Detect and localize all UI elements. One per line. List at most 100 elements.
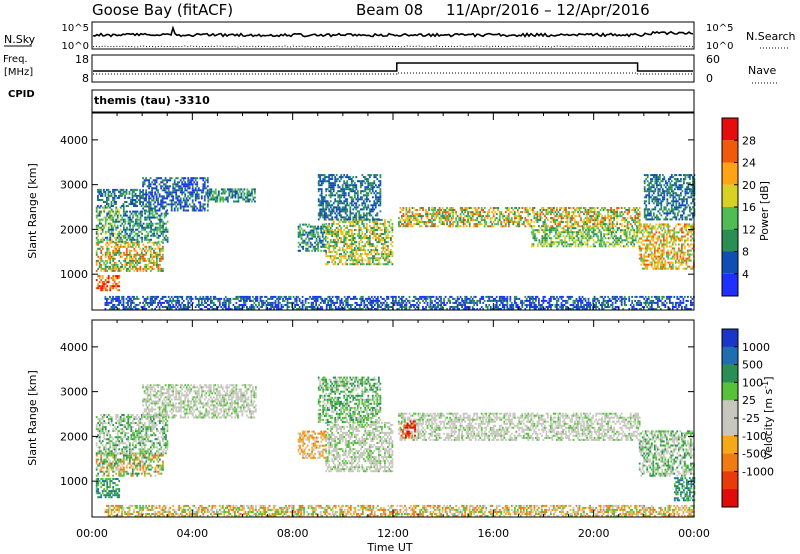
heatmap-cell [161,197,164,200]
heatmap-cell [160,181,162,184]
heatmap-cell [495,223,498,226]
heatmap-cell [615,231,617,234]
heatmap-cell [547,219,549,222]
heatmap-cell [628,241,631,244]
heatmap-cell [662,225,665,228]
heatmap-cell [368,241,371,244]
heatmap-cell [665,267,668,270]
heatmap-cell [184,183,187,186]
heatmap-cell [131,194,134,197]
heatmap-cell [359,247,362,250]
heatmap-cell [165,226,167,229]
heatmap-cell [311,229,313,232]
heatmap-cell [147,232,149,235]
heatmap-cell [581,225,584,228]
heatmap-cell [640,225,643,228]
heatmap-cell [145,218,148,221]
heatmap-cell [151,209,153,212]
heatmap-cell [95,224,98,227]
heatmap-cell [137,267,140,270]
heatmap-cell [109,228,112,231]
heatmap-cell [349,255,352,258]
heatmap-cell [676,178,679,181]
heatmap-cell [435,213,438,216]
heatmap-cell [185,185,188,188]
heatmap-cell [154,253,157,256]
heatmap-cell [431,207,433,209]
heatmap-cell [248,190,250,193]
heatmap-cell [564,241,566,244]
heatmap-cell [332,194,335,197]
heatmap-cell [320,214,323,217]
heatmap-cell [127,261,130,264]
heatmap-cell [681,245,683,248]
heatmap-cell [570,229,572,232]
heatmap-cell [139,216,142,219]
heatmap-cell [346,233,349,235]
heatmap-cell [425,215,427,218]
heatmap-cell [547,235,550,238]
heatmap-cell [428,219,430,222]
heatmap-cell [95,287,98,290]
heatmap-cell [137,257,140,260]
heatmap-cell [334,216,337,219]
heatmap-cell [504,217,507,220]
heatmap-cell [637,225,640,228]
heatmap-cell [462,217,465,220]
heatmap-cell [588,235,590,238]
heatmap-cell [422,207,424,209]
heatmap-cell [331,178,334,181]
heatmap-cell [148,247,151,250]
heatmap-cell [544,225,546,228]
heatmap-cell [446,223,448,226]
heatmap-cell [153,255,155,258]
heatmap-cell [156,228,158,231]
heatmap-cell [217,190,220,193]
heatmap-cell [384,247,386,250]
heatmap-cell [630,243,633,246]
heatmap-cell [159,251,161,254]
heatmap-cell [341,176,344,179]
heatmap-cell [657,200,660,203]
heatmap-cell [675,178,678,181]
heatmap-cell [681,243,683,246]
heatmap-cell [181,191,184,194]
heatmap-cell [131,243,134,246]
heatmap-cell [170,195,173,198]
heatmap-cell [667,249,670,252]
heatmap-cell [328,182,331,185]
heatmap-cell [246,190,249,193]
heatmap-cell [151,267,154,270]
heatmap-cell [139,194,141,197]
heatmap-cell [628,237,631,240]
heatmap-cell [575,209,578,211]
heatmap-cell [115,253,118,256]
heatmap-cell [556,227,559,230]
heatmap-cell [350,180,353,183]
heatmap-cell [691,223,694,226]
heatmap-cell [626,223,629,226]
heatmap-cell [134,205,137,207]
heatmap-cell [546,245,548,248]
heatmap-cell [501,217,504,220]
heatmap-cell [107,216,110,219]
heatmap-cell [568,243,571,246]
heatmap-cell [98,226,101,229]
heatmap-cell [328,261,331,264]
heatmap-cell [379,190,382,193]
heatmap-cell [150,212,152,215]
heatmap-cell [673,184,676,187]
heatmap-cell [338,186,341,189]
heatmap-cell [239,188,241,191]
heatmap-cell [358,243,361,246]
heatmap-cell [206,179,209,182]
heatmap-cell [172,189,175,192]
heatmap-cell [527,213,530,216]
heatmap-cell [145,193,147,196]
heatmap-cell [461,211,463,214]
heatmap-cell [368,251,371,254]
heatmap-cell [365,224,368,227]
heatmap-cell [459,209,462,211]
heatmap-cell [323,245,326,248]
heatmap-cell [148,187,150,190]
